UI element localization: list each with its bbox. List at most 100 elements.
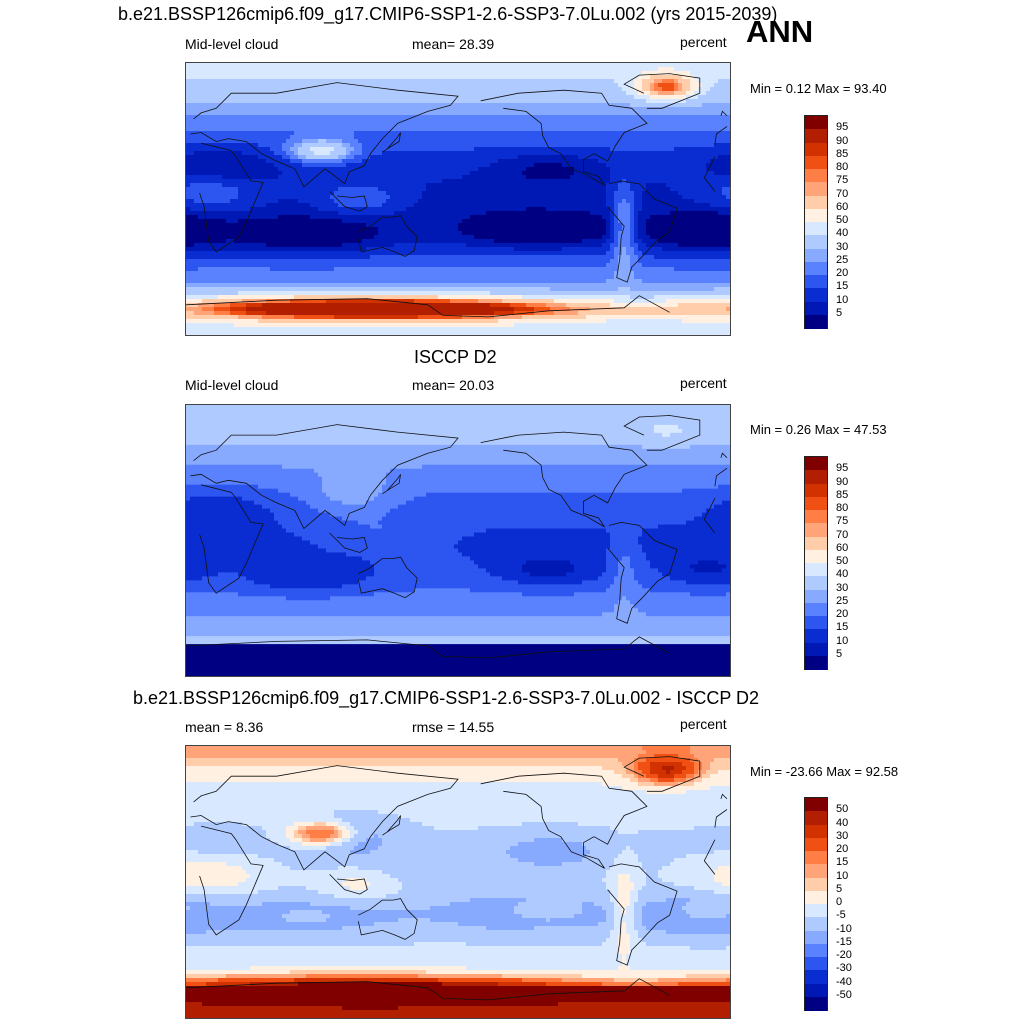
panel-1-cell	[342, 111, 347, 116]
panel-1-cell	[302, 107, 307, 112]
panel-1-cell	[242, 95, 247, 100]
panel-1-cell	[590, 151, 595, 156]
panel-1-cell	[522, 67, 527, 72]
panel-1-cell	[450, 135, 455, 140]
panel-1-cell	[530, 187, 535, 192]
panel-1-cell	[614, 115, 619, 120]
panel-1-cell	[462, 135, 467, 140]
panel-1-cell	[686, 135, 691, 140]
panel-1-cell	[698, 115, 703, 120]
panel-1-cell	[666, 111, 671, 116]
panel-1-cell	[458, 139, 463, 144]
panel-1-cell	[226, 79, 231, 84]
panel-1-cell	[578, 83, 583, 88]
panel-1-cell	[314, 63, 319, 68]
panel-1-cell	[246, 63, 251, 68]
panel-1-cell	[662, 187, 667, 192]
panel-1-cell	[362, 75, 367, 80]
panel-1-cell	[398, 191, 403, 196]
panel-1-cell	[634, 135, 639, 140]
panel-1-cell	[550, 119, 555, 124]
panel-1-cell	[374, 183, 379, 188]
panel-1-cell	[374, 151, 379, 156]
panel-1-cell	[234, 71, 239, 76]
panel-1-cell	[670, 151, 675, 156]
panel-1-cell	[258, 67, 263, 72]
panel-1-cell	[650, 159, 655, 164]
panel-1-cell	[374, 67, 379, 72]
panel-1-cell	[366, 159, 371, 164]
panel-1-cell	[474, 131, 479, 136]
panel-1-cell	[202, 199, 207, 204]
panel-1-cell	[434, 187, 439, 192]
panel-1-cell	[482, 195, 487, 200]
panel-1-cell	[606, 179, 611, 184]
panel-1-cell	[234, 195, 239, 200]
panel-1-cell	[274, 199, 279, 204]
panel-1-cell	[318, 63, 323, 68]
panel-1-cell	[502, 115, 507, 120]
panel-1-cell	[658, 187, 663, 192]
panel-1-cell	[246, 171, 251, 176]
panel-1-cell	[566, 147, 571, 152]
panel-1-cell	[542, 163, 547, 168]
panel-1-cell	[282, 175, 287, 180]
panel-1-cell	[406, 83, 411, 88]
panel-1-cell	[346, 179, 351, 184]
panel-1-cell	[222, 63, 227, 68]
panel-1-cell	[326, 155, 331, 160]
panel-1-cell	[646, 127, 651, 132]
panel-1-cell	[422, 159, 427, 164]
panel-1-cell	[190, 83, 195, 88]
panel-1-cell	[270, 175, 275, 180]
panel-1-cell	[378, 203, 383, 208]
panel-1-cell	[274, 83, 279, 88]
panel-1-cell	[670, 139, 675, 144]
panel-1-cell	[530, 127, 535, 132]
panel-1-cell	[310, 187, 315, 192]
panel-1-cell	[398, 123, 403, 128]
panel-1-cell	[250, 127, 255, 132]
panel-1-cell	[286, 207, 291, 212]
panel-1-cell	[666, 103, 671, 108]
panel-1-cell	[678, 103, 683, 108]
panel-1-cell	[286, 79, 291, 84]
panel-1-cell	[314, 147, 319, 152]
panel-1-cell	[226, 175, 231, 180]
panel-1-cell	[186, 143, 191, 148]
panel-1-cell	[562, 143, 567, 148]
panel-1-cell	[186, 103, 191, 108]
panel-1-cell	[458, 179, 463, 184]
panel-1-cell	[558, 171, 563, 176]
panel-1-cell	[290, 179, 295, 184]
panel-1-cell	[726, 179, 730, 184]
panel-1-cell	[590, 199, 595, 204]
panel-1-cell	[722, 63, 727, 68]
panel-1-cell	[206, 99, 211, 104]
panel-1-cell	[518, 75, 523, 80]
panel-1-cell	[534, 107, 539, 112]
panel-1-cell	[434, 71, 439, 76]
panel-1-cell	[298, 67, 303, 72]
panel-1-cell	[234, 131, 239, 136]
panel-1-cell	[402, 67, 407, 72]
panel-1-cell	[622, 91, 627, 96]
panel-1-cell	[302, 171, 307, 176]
panel-1-cell	[282, 123, 287, 128]
panel-1-cell	[310, 159, 315, 164]
panel-1-cell	[670, 111, 675, 116]
panel-1-cell	[374, 179, 379, 184]
panel-1-cell	[298, 123, 303, 128]
panel-1-cell	[622, 175, 627, 180]
panel-1-cell	[682, 175, 687, 180]
panel-1-cell	[322, 135, 327, 140]
panel-1-cell	[330, 171, 335, 176]
panel-1-cell	[466, 111, 471, 116]
panel-1-cell	[622, 103, 627, 108]
panel-1-cell	[590, 107, 595, 112]
panel-1-cell	[366, 87, 371, 92]
panel-1-cell	[490, 147, 495, 152]
panel-1-cell	[462, 171, 467, 176]
panel-1-cell	[350, 187, 355, 192]
panel-1-cell	[714, 187, 719, 192]
